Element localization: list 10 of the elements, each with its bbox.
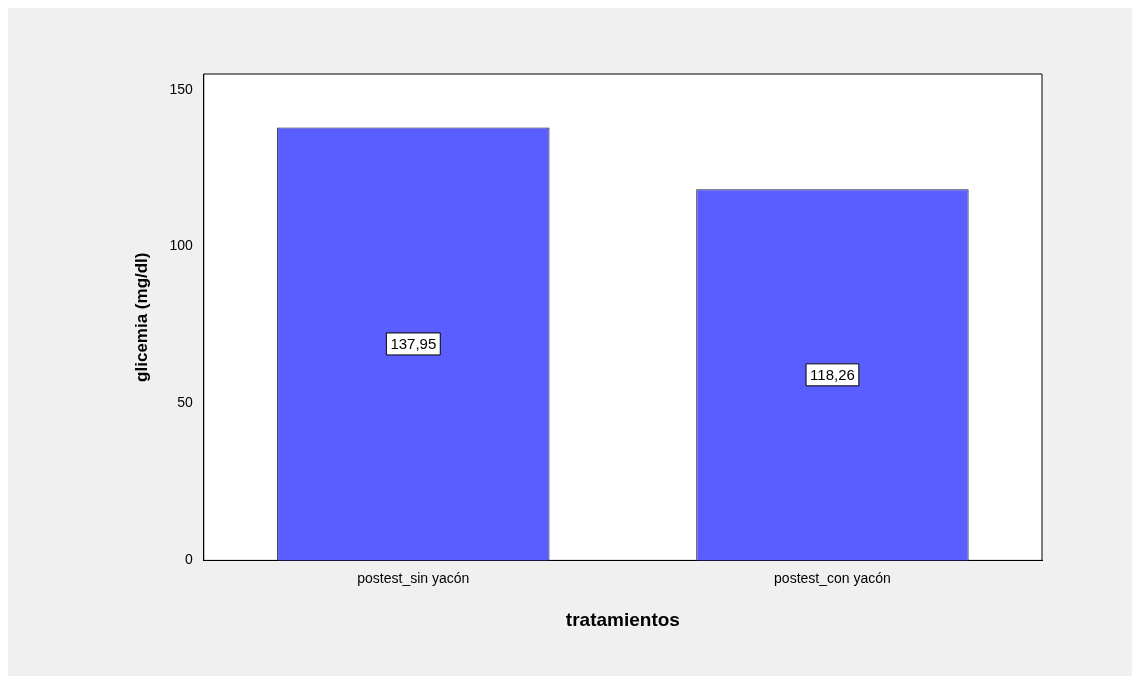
y-axis-title: glicemia (mg/dl)	[131, 252, 151, 382]
data-label: 118,26	[810, 365, 855, 383]
y-tick-label: 100	[169, 237, 193, 254]
y-tick-label: 50	[177, 394, 193, 411]
y-tick-label: 0	[184, 551, 193, 568]
x-axis-title: tratamientos	[565, 608, 680, 630]
x-tick-label: postest_con yacón	[774, 569, 891, 586]
data-label: 137,95	[390, 335, 437, 353]
y-tick-label: 150	[169, 80, 193, 97]
x-tick-label: postest_sin yacón	[357, 569, 470, 586]
